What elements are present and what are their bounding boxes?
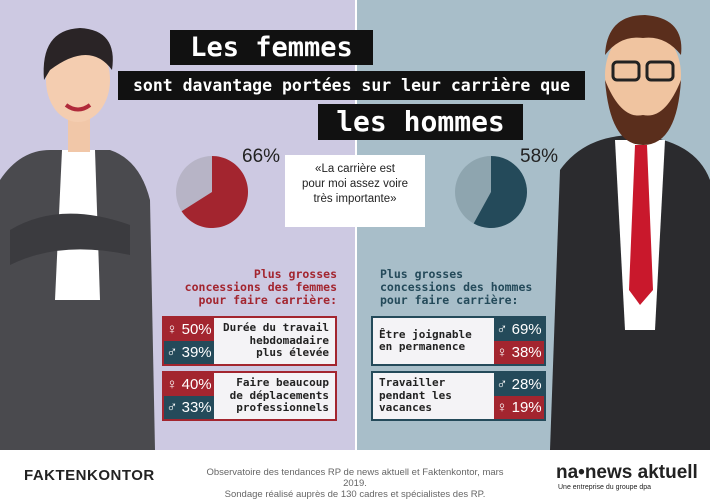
men-stat: ♂ 33% bbox=[164, 396, 214, 419]
men-pie-chart bbox=[455, 156, 527, 228]
source-line: Observatoire des tendances RP de news ak… bbox=[206, 467, 504, 489]
men-heading: Plus grosses concessions des hommes pour… bbox=[380, 268, 532, 307]
heading-line: Plus grosses bbox=[380, 267, 464, 281]
women-stat: ♀ 50% bbox=[164, 318, 214, 341]
men-stat: ♂ 28% bbox=[494, 373, 544, 396]
men-stat-box: Travailler pendant les vacances ♂ 28% ♀ 19… bbox=[371, 371, 546, 421]
female-icon: ♀ bbox=[166, 321, 178, 338]
news-aktuell-tagline: Une entreprise du groupe dpa bbox=[558, 484, 652, 491]
item-text: Travailler bbox=[379, 376, 446, 390]
women-stat: ♀ 38% bbox=[494, 341, 544, 364]
female-icon: ♀ bbox=[496, 344, 508, 361]
women-pie-chart bbox=[176, 156, 248, 228]
male-icon: ♂ bbox=[496, 376, 508, 393]
item-text: Faire beaucoup bbox=[236, 376, 329, 390]
woman-illustration bbox=[0, 28, 155, 450]
man-illustration bbox=[550, 15, 710, 450]
women-stat-box: ♀ 50% ♂ 39% Durée du travail hebdomadaire … bbox=[162, 316, 337, 366]
title-line-2: sont davantage portées sur leur carrière… bbox=[118, 71, 585, 100]
source-line: Sondage réalisé auprès de 130 cadres et … bbox=[224, 489, 486, 500]
quote-line: pour moi assez voire bbox=[301, 178, 409, 190]
item-text: hebdomadaire bbox=[249, 333, 329, 347]
women-pie-label: 66% bbox=[242, 146, 281, 167]
item-text: de déplacements bbox=[229, 388, 329, 402]
item-text: professionnels bbox=[236, 401, 329, 415]
women-stat: ♀ 19% bbox=[494, 396, 544, 419]
female-icon: ♀ bbox=[496, 399, 508, 416]
source-note: Observatoire des tendances RP de news ak… bbox=[200, 467, 510, 500]
heading-line: pour faire carrière: bbox=[380, 293, 519, 307]
men-stat: ♂ 69% bbox=[494, 318, 544, 341]
item-text: vacances bbox=[379, 401, 432, 415]
item-text: en permanence bbox=[379, 340, 466, 353]
male-icon: ♂ bbox=[496, 321, 508, 338]
item-text: Durée du travail bbox=[223, 321, 329, 335]
title-line-1: Les femmes bbox=[170, 30, 373, 65]
men-stat-box: Être joignable en permanence ♂ 69% ♀ 38% bbox=[371, 316, 546, 366]
heading-line: concessions des hommes bbox=[380, 280, 533, 294]
heading-line: concessions des femmes bbox=[184, 280, 337, 294]
heading-line: Plus grosses bbox=[253, 267, 337, 281]
women-pie-slice bbox=[181, 156, 248, 228]
item-text: plus élevée bbox=[256, 346, 329, 360]
male-icon: ♂ bbox=[166, 399, 178, 416]
faktenkontor-logo: FAKTENKONTOR bbox=[24, 467, 155, 484]
quote-line: «La carrière est bbox=[315, 163, 395, 175]
item-text: Être joignable bbox=[379, 327, 472, 341]
heading-line: pour faire carrière: bbox=[198, 293, 337, 307]
title-line-3: les hommes bbox=[318, 104, 523, 140]
male-icon: ♂ bbox=[166, 344, 178, 361]
item-text: pendant les bbox=[379, 388, 452, 402]
men-pie-slice bbox=[473, 156, 527, 228]
men-stat: ♂ 39% bbox=[164, 341, 214, 364]
quote-line: très importante» bbox=[313, 193, 397, 205]
women-stat-box: ♀ 40% ♂ 33% Faire beaucoup de déplacements… bbox=[162, 371, 337, 421]
quote-box: «La carrière est pour moi assez voire tr… bbox=[285, 155, 425, 227]
female-icon: ♀ bbox=[166, 376, 178, 393]
women-heading: Plus grosses concessions des femmes pour… bbox=[185, 268, 337, 307]
women-stat: ♀ 40% bbox=[164, 373, 214, 396]
men-pie-label: 58% bbox=[520, 146, 559, 167]
news-aktuell-logo: na•news aktuell bbox=[556, 462, 698, 483]
